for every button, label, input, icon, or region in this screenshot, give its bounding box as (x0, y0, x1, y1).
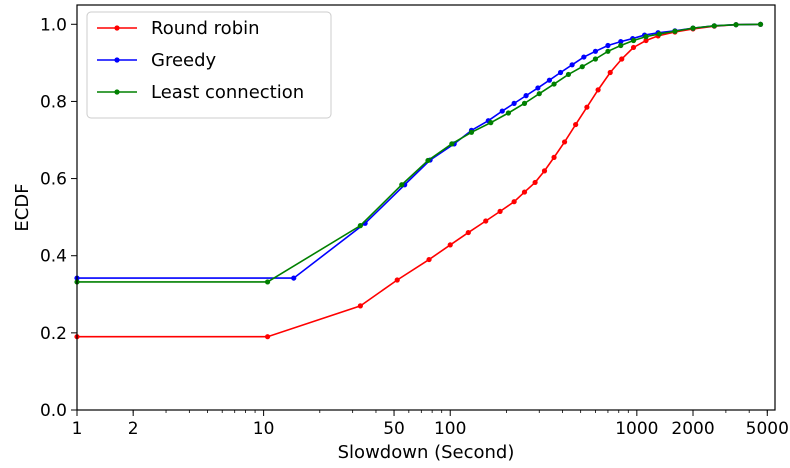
data-point (579, 64, 585, 70)
data-point (541, 168, 548, 174)
data-point (483, 218, 489, 224)
x-tick-label: 5000 (746, 419, 789, 439)
data-point (619, 56, 625, 62)
y-tick-label: 0.6 (40, 170, 67, 190)
x-tick-label: 1000 (615, 419, 658, 439)
data-point (607, 69, 613, 76)
data-point (605, 42, 611, 49)
data-point (468, 129, 475, 135)
legend-marker (114, 57, 120, 63)
data-point (643, 37, 649, 44)
data-point (561, 139, 568, 145)
data-point (532, 179, 538, 186)
data-point (592, 48, 599, 54)
data-point (573, 121, 579, 128)
data-point (511, 199, 517, 205)
data-point (426, 256, 432, 263)
y-tick-label: 0.4 (40, 247, 67, 267)
x-tick-label: 100 (434, 419, 466, 439)
x-tick-label: 2 (128, 419, 139, 439)
y-tick-label: 0.8 (40, 92, 67, 112)
plot-frame (76, 4, 776, 411)
data-point (584, 104, 590, 110)
data-point (488, 120, 494, 126)
data-point (565, 71, 572, 78)
data-point (630, 37, 637, 44)
data-point (497, 208, 503, 214)
y-tick-label: 0.0 (40, 401, 67, 421)
legend-label: Greedy (151, 50, 217, 71)
data-point (630, 44, 637, 51)
data-point (505, 110, 511, 116)
data-point (605, 48, 611, 54)
data-point (447, 242, 453, 248)
data-point (546, 77, 553, 83)
data-point (711, 23, 717, 29)
y-tick-label: 0.2 (40, 324, 67, 344)
data-point (264, 334, 271, 340)
data-point (465, 229, 471, 236)
data-point (521, 189, 528, 195)
data-point (690, 25, 696, 31)
data-point (643, 34, 649, 40)
data-point (535, 85, 541, 91)
plot-lines (74, 21, 764, 340)
data-point (399, 182, 405, 188)
x-tick-label: 2000 (671, 419, 714, 439)
data-point (521, 100, 528, 106)
data-point (672, 28, 678, 34)
data-point (733, 22, 739, 28)
data-point (551, 154, 557, 160)
x-tick-label: 10 (253, 419, 275, 439)
y-axis-ticks: 0.0 0.2 0.4 0.6 0.8 1.0 (40, 15, 77, 421)
x-axis-label: Slowdown (Second) (338, 442, 515, 463)
legend-label: Round robin (151, 18, 260, 39)
data-point (536, 91, 542, 97)
data-point (523, 93, 529, 99)
legend-item: Greedy (97, 50, 217, 71)
legend-marker (114, 25, 120, 31)
series-line (77, 23, 761, 338)
x-tick-label: 50 (383, 419, 405, 439)
x-axis-ticks: 1 2 10 50 100 1000 2000 5000 (72, 410, 789, 439)
data-point (618, 42, 624, 49)
data-point (511, 100, 517, 106)
data-point (449, 141, 455, 147)
legend-item: Least connection (97, 82, 304, 103)
data-point (581, 54, 587, 60)
legend-item: Round robin (97, 18, 260, 39)
data-point (551, 81, 557, 87)
data-point (757, 21, 764, 27)
data-point (595, 87, 601, 93)
data-point (618, 39, 624, 45)
y-axis-label: ECDF (12, 183, 33, 231)
data-point (357, 223, 363, 229)
x-tick-label: 1 (72, 419, 83, 439)
data-point (425, 157, 431, 164)
data-point (264, 279, 271, 285)
data-point (656, 31, 662, 37)
data-point (569, 62, 575, 68)
legend: Round robin Greedy Least connection (86, 11, 332, 119)
data-point (557, 69, 564, 76)
data-point (357, 303, 363, 309)
data-point (394, 277, 400, 283)
data-point (291, 275, 297, 281)
legend-box (86, 11, 332, 119)
legend-label: Least connection (151, 82, 304, 103)
legend-marker (114, 89, 120, 95)
data-point (499, 108, 505, 114)
y-tick-label: 1.0 (40, 15, 67, 35)
data-point (592, 56, 599, 62)
